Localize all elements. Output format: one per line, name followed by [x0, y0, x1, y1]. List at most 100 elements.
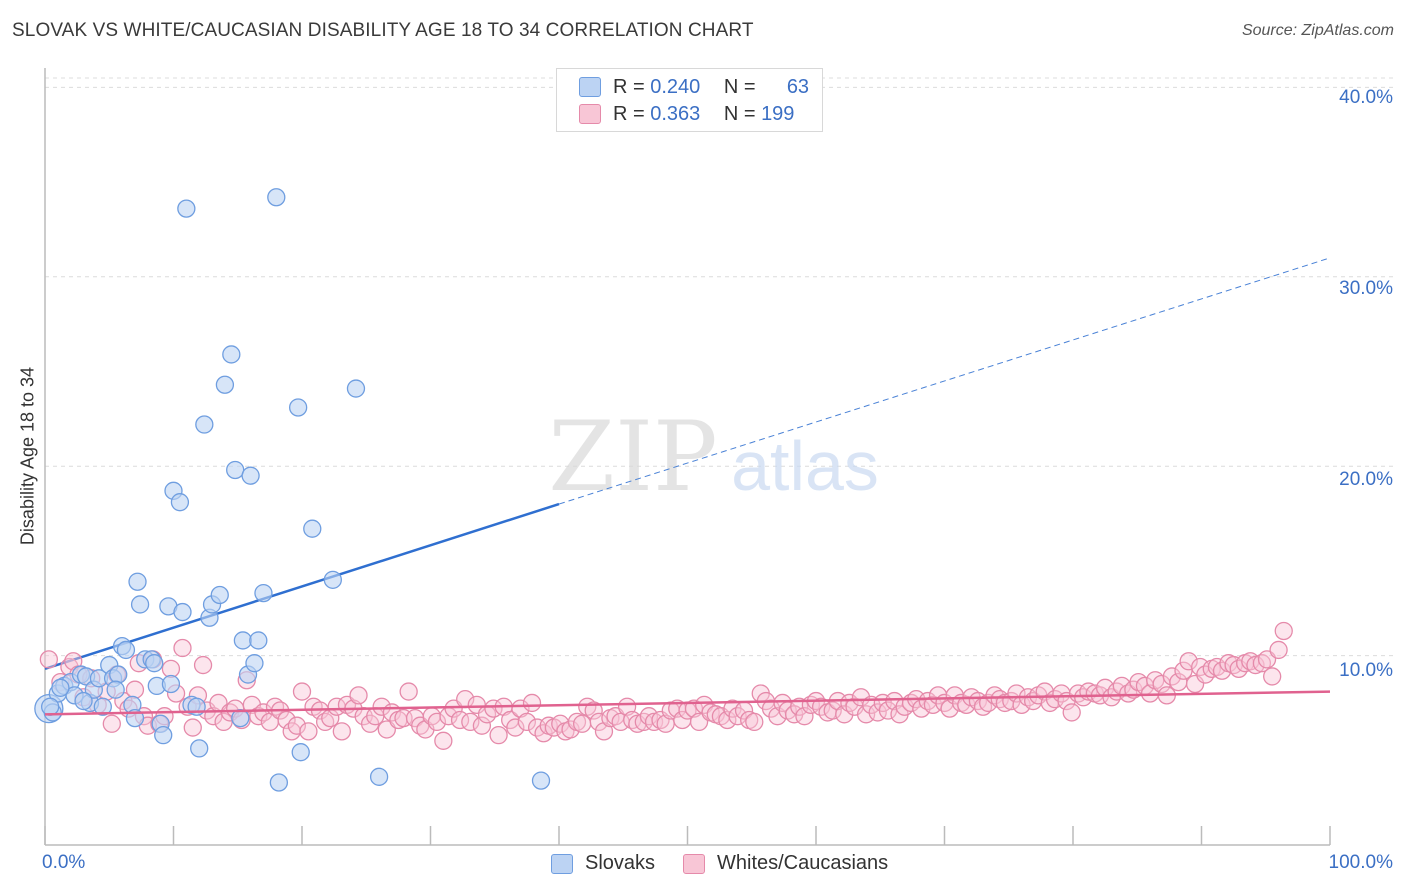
x-tick-label-min: 0.0% — [42, 852, 86, 873]
point-slovaks — [245, 654, 264, 673]
point-whites-caucasians — [399, 682, 418, 701]
point-whites-caucasians — [1246, 655, 1265, 675]
point-slovaks — [369, 767, 389, 786]
point-slovaks — [210, 585, 229, 605]
point-slovaks — [40, 697, 60, 716]
point-slovaks — [106, 680, 125, 699]
point-whites-caucasians — [489, 725, 508, 745]
point-whites-caucasians — [851, 688, 871, 707]
y-tick-label: 40.0% — [1339, 87, 1393, 108]
point-whites-caucasians — [292, 682, 312, 701]
points-whites-caucasians — [39, 621, 1293, 750]
bottom-legend-label: Slovaks — [585, 852, 656, 874]
point-whites-caucasians — [1062, 703, 1081, 722]
point-whites-caucasians — [125, 680, 145, 699]
stats-legend: R = 0.240 N = 63 R = 0.363 N = 199 — [556, 68, 823, 132]
point-slovaks — [346, 379, 366, 398]
point-whites-caucasians — [287, 716, 307, 735]
point-slovaks — [254, 583, 273, 603]
point-slovaks — [195, 415, 214, 434]
point-whites-caucasians — [1274, 621, 1293, 641]
legend-row-whites: R = 0.363 N = 199 — [579, 101, 809, 127]
point-slovaks — [145, 654, 164, 673]
bottom-legend-label: Whites/Caucasians — [717, 852, 889, 874]
bottom-legend-swatch-whites — [683, 853, 705, 874]
point-slovaks — [130, 595, 150, 614]
gridlines — [45, 77, 1395, 657]
y-tick-label: 30.0% — [1339, 278, 1393, 299]
legend-n-label: N = — [723, 75, 756, 98]
point-whites-caucasians — [277, 710, 296, 730]
point-whites-caucasians — [102, 714, 121, 733]
point-slovaks — [233, 631, 253, 650]
point-slovaks — [291, 743, 310, 762]
point-slovaks — [323, 570, 342, 589]
point-slovaks — [231, 708, 250, 728]
point-whites-caucasians — [434, 731, 453, 750]
legend-swatch-whites — [579, 104, 601, 124]
point-whites-caucasians — [823, 701, 842, 720]
source-label: Source: ZipAtlas.com — [1241, 22, 1394, 39]
point-whites-caucasians — [299, 722, 318, 741]
point-whites-caucasians — [461, 712, 480, 732]
point-slovaks — [531, 771, 551, 790]
legend-r-label: R = — [613, 102, 645, 125]
point-slovaks — [93, 697, 112, 716]
point-whites-caucasians — [572, 714, 592, 733]
legend-r-value: 0.363 — [650, 102, 701, 125]
legend-n-value: 63 — [786, 75, 810, 98]
trend-slovaks — [44, 257, 1331, 671]
watermark-zip: ZIP — [548, 401, 717, 513]
point-whites-caucasians — [795, 707, 814, 726]
point-slovaks — [222, 345, 241, 364]
point-whites-caucasians — [332, 722, 351, 741]
trendline-slovaks-extension — [558, 257, 1331, 505]
point-slovaks — [154, 725, 173, 745]
point-whites-caucasians — [1179, 652, 1198, 671]
legend-row-slovaks: R = 0.240 N = 63 — [579, 74, 809, 100]
trendline-slovaks — [44, 502, 560, 671]
trend-whites-caucasians — [44, 690, 1331, 716]
x-tick-label-max: 100.0% — [1328, 852, 1393, 873]
point-whites-caucasians — [427, 712, 447, 732]
point-whites-caucasians — [1263, 667, 1282, 686]
point-whites-caucasians — [472, 716, 492, 735]
point-whites-caucasians — [349, 686, 368, 705]
point-whites-caucasians — [561, 720, 580, 739]
point-whites-caucasians — [39, 650, 59, 669]
point-whites-caucasians — [372, 697, 391, 716]
point-slovaks — [215, 375, 235, 394]
point-whites-caucasians — [161, 659, 181, 679]
point-whites-caucasians — [644, 712, 664, 732]
point-whites-caucasians — [506, 718, 525, 737]
point-slovaks — [128, 572, 147, 591]
point-slovaks — [241, 466, 260, 485]
point-whites-caucasians — [584, 701, 603, 720]
point-slovaks — [288, 398, 308, 417]
trendline-whites-caucasians — [44, 690, 1331, 716]
point-slovaks — [161, 674, 181, 694]
bottom-legend-swatch-slovaks — [551, 853, 573, 874]
bottom-legend-whites[interactable]: Whites/Caucasians — [683, 852, 888, 875]
legend-r-label: R = — [613, 75, 645, 98]
point-slovaks — [226, 460, 245, 480]
point-slovaks — [51, 678, 70, 697]
point-whites-caucasians — [718, 710, 737, 730]
point-slovaks — [116, 640, 136, 660]
bottom-legend-slovaks[interactable]: Slovaks — [551, 852, 655, 875]
legend-n-label: N = — [723, 102, 756, 125]
y-tick-label: 20.0% — [1339, 469, 1393, 490]
point-slovaks — [74, 691, 93, 711]
point-whites-caucasians — [589, 712, 608, 732]
point-whites-caucasians — [745, 712, 764, 732]
points-slovaks — [34, 188, 551, 792]
point-whites-caucasians — [790, 697, 809, 716]
point-whites-caucasians — [639, 707, 659, 726]
point-whites-caucasians — [517, 712, 537, 732]
watermark-atlas: atlas — [731, 427, 879, 505]
point-slovaks — [109, 665, 128, 684]
legend-r-value: 0.240 — [650, 75, 701, 98]
point-whites-caucasians — [183, 718, 202, 737]
point-slovaks — [249, 631, 268, 650]
